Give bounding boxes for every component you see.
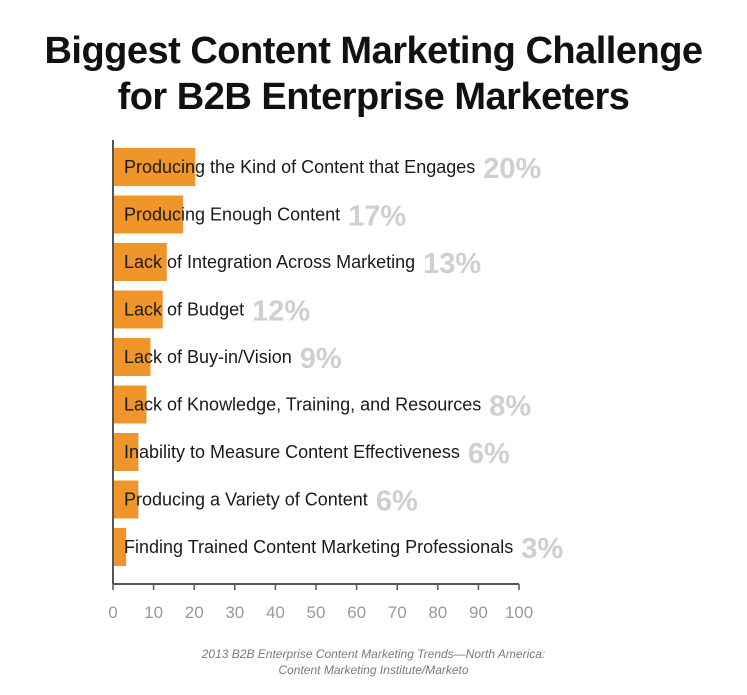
bar-chart: Producing the Kind of Content that Engag… (108, 140, 563, 622)
category-label-5: Lack of Buy-in/Vision (124, 347, 292, 367)
category-label-2: Producing Enough Content (124, 205, 340, 225)
chart-title-line-1: Biggest Content Marketing Challenge (44, 30, 703, 72)
value-label-6: 8% (489, 391, 531, 423)
x-tick-label-10: 10 (144, 603, 163, 622)
x-tick-label-100: 100 (505, 603, 533, 622)
category-label-7: Inability to Measure Content Effectivene… (124, 442, 460, 462)
x-tick-label-50: 50 (307, 603, 326, 622)
bar-4 (114, 290, 163, 329)
category-label-1: Producing the Kind of Content that Engag… (124, 157, 475, 177)
x-tick-label-80: 80 (428, 603, 447, 622)
chart-title: Biggest Content Marketing Challenge for … (0, 28, 747, 120)
source-line-1: 2013 B2B Enterprise Content Marketing Tr… (201, 647, 546, 661)
value-label-8: 6% (376, 486, 418, 518)
category-label-6: Lack of Knowledge, Training, and Resourc… (124, 395, 481, 415)
bar-8 (114, 480, 139, 519)
bar-9 (114, 528, 127, 566)
category-label-3: Lack of Integration Across Marketing (124, 252, 415, 272)
x-tick-label-90: 90 (469, 603, 488, 622)
bar-2 (114, 195, 184, 234)
source-line-2: Content Marketing Institute/Marketo (278, 663, 469, 677)
x-tick-label-30: 30 (225, 603, 244, 622)
value-label-4: 12% (252, 296, 310, 328)
bar-3 (114, 243, 167, 281)
value-label-5: 9% (300, 343, 342, 375)
x-tick-label-0: 0 (108, 603, 117, 622)
bar-1 (114, 148, 196, 186)
x-tick-label-40: 40 (266, 603, 285, 622)
chart-title-line-2: for B2B Enterprise Marketers (117, 76, 630, 118)
value-label-1: 20% (483, 153, 541, 185)
bar-6 (114, 385, 147, 424)
source-note: 2013 B2B Enterprise Content Marketing Tr… (0, 646, 747, 678)
x-tick-label-20: 20 (185, 603, 204, 622)
x-tick-label-60: 60 (347, 603, 366, 622)
value-label-9: 3% (521, 533, 563, 565)
x-tick-label-70: 70 (388, 603, 407, 622)
value-label-3: 13% (423, 248, 481, 280)
category-label-4: Lack of Budget (124, 300, 244, 320)
bar-5 (114, 338, 151, 376)
category-label-9: Finding Trained Content Marketing Profes… (124, 537, 513, 557)
bar-7 (114, 433, 139, 471)
value-label-7: 6% (468, 438, 510, 470)
category-label-8: Producing a Variety of Content (124, 490, 368, 510)
value-label-2: 17% (348, 201, 406, 233)
